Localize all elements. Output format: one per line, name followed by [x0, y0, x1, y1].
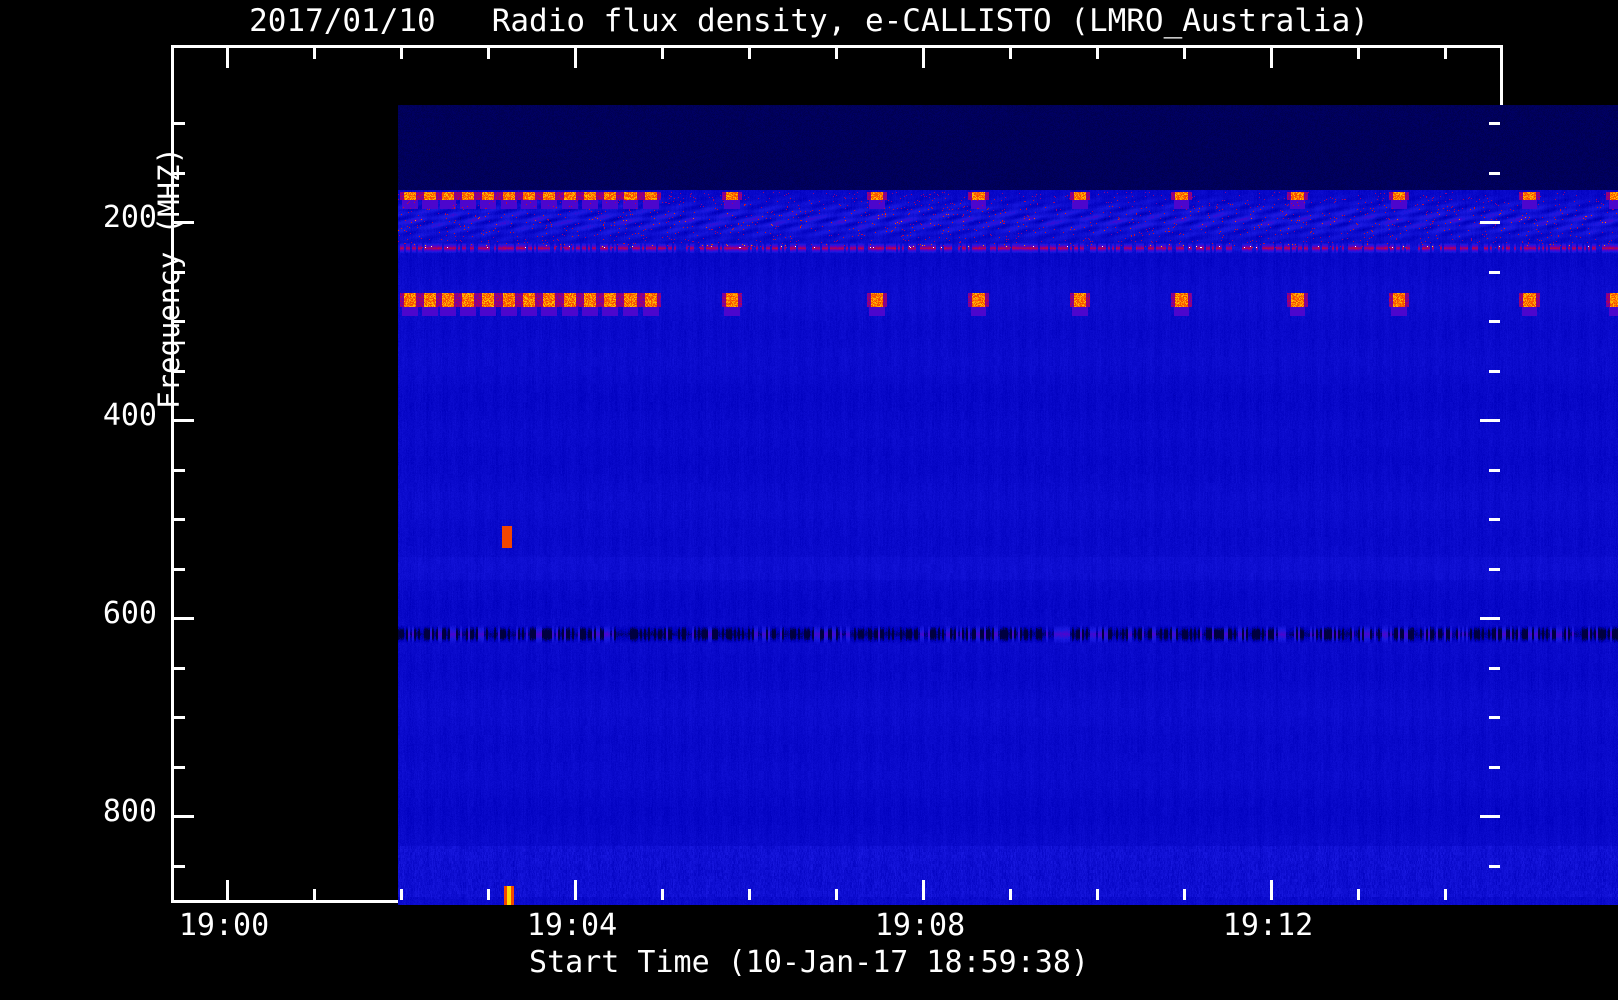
x-tick-major	[226, 880, 229, 900]
y-tick-minor	[174, 270, 185, 274]
x-tick-minor	[1009, 48, 1012, 59]
plot-axes-frame: Frequency (MHZ)	[152, 45, 1618, 905]
y-tick-minor	[1489, 716, 1500, 719]
y-tick-minor	[1489, 369, 1500, 373]
x-tick-minor	[1096, 48, 1099, 59]
y-tick-minor	[174, 567, 185, 571]
y-tick-label: 200	[102, 200, 157, 235]
x-tick-minor	[1096, 889, 1099, 900]
y-tick-minor	[174, 468, 185, 472]
y-tick-minor	[1489, 864, 1500, 868]
y-tick-minor	[174, 369, 185, 373]
y-tick-minor	[174, 518, 185, 521]
spectrogram-image	[398, 105, 1618, 905]
y-tick-major	[1480, 815, 1500, 818]
x-tick-minor	[835, 889, 838, 900]
x-axis-title: Start Time (10-Jan-17 18:59:38)	[529, 945, 1089, 980]
y-tick-minor	[174, 122, 185, 125]
y-tick-major	[174, 221, 194, 224]
x-tick-minor	[487, 889, 490, 900]
y-tick-label: 400	[102, 398, 157, 433]
x-tick-minor	[487, 48, 490, 59]
y-tick-minor	[1489, 171, 1500, 175]
x-tick-major	[1270, 48, 1273, 68]
y-tick-minor	[1489, 468, 1500, 472]
y-tick-minor	[1489, 122, 1500, 125]
x-tick-minor	[748, 889, 751, 900]
x-tick-minor	[748, 48, 751, 59]
y-tick-major	[174, 815, 194, 818]
x-tick-major	[574, 48, 577, 68]
y-tick-major	[1480, 221, 1500, 224]
x-tick-label: 19:04	[526, 908, 618, 943]
y-tick-minor	[174, 716, 185, 719]
x-tick-minor	[661, 889, 664, 900]
x-tick-minor	[400, 48, 403, 59]
x-tick-minor	[835, 48, 838, 59]
y-tick-major	[174, 617, 194, 620]
x-tick-minor	[1357, 889, 1360, 900]
y-tick-minor	[1489, 518, 1500, 521]
x-tick-major	[226, 48, 229, 68]
x-tick-major	[574, 880, 577, 900]
y-tick-minor	[1489, 320, 1500, 323]
y-tick-label: 800	[102, 794, 157, 829]
y-tick-minor	[174, 320, 185, 323]
y-tick-minor	[1489, 765, 1500, 769]
x-tick-minor	[313, 889, 316, 900]
x-tick-minor	[313, 48, 316, 59]
spectrogram-canvas	[398, 105, 1618, 905]
x-tick-label: 19:08	[874, 908, 966, 943]
y-tick-minor	[174, 666, 185, 670]
y-tick-minor	[1489, 666, 1500, 670]
x-tick-minor	[1444, 48, 1447, 59]
y-tick-label: 600	[102, 596, 157, 631]
y-tick-minor	[174, 765, 185, 769]
x-tick-minor	[1183, 889, 1186, 900]
x-tick-minor	[400, 889, 403, 900]
y-tick-major	[174, 419, 194, 422]
y-tick-major	[1480, 419, 1500, 422]
y-tick-minor	[1489, 567, 1500, 571]
x-tick-label: 19:12	[1222, 908, 1314, 943]
y-tick-minor	[1489, 270, 1500, 274]
y-tick-minor	[174, 864, 185, 868]
x-tick-minor	[1009, 889, 1012, 900]
y-tick-major	[1480, 617, 1500, 620]
x-tick-major	[1270, 880, 1273, 900]
y-tick-minor	[174, 171, 185, 175]
x-tick-major	[922, 48, 925, 68]
x-tick-minor	[661, 48, 664, 59]
x-tick-minor	[1444, 889, 1447, 900]
x-tick-major	[922, 880, 925, 900]
x-tick-minor	[1357, 48, 1360, 59]
x-tick-minor	[1183, 48, 1186, 59]
x-tick-label: 19:00	[178, 908, 270, 943]
page-title: 2017/01/10 Radio flux density, e-CALLIST…	[249, 3, 1369, 39]
